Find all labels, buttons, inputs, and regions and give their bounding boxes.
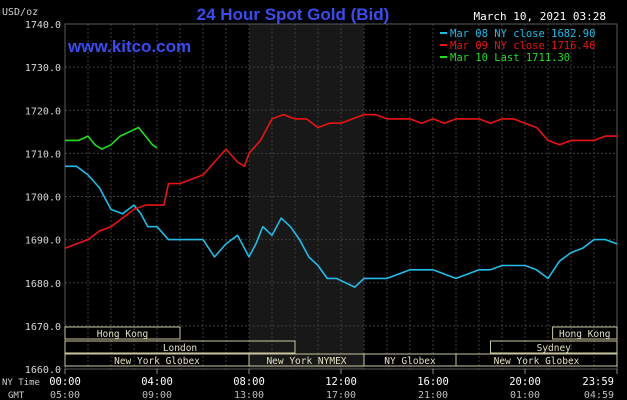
x-tick-ny: 12:00: [325, 376, 357, 388]
legend-item-mar09: Mar 09 NY close 1716.40: [450, 40, 595, 52]
time-axis: NY Time GMT: [2, 378, 40, 400]
series-layer: [64, 113, 618, 288]
legend: Mar 08 NY close 1682.90 Mar 09 NY close …: [440, 28, 595, 64]
x-tick-gmt: 01:00: [510, 390, 540, 400]
market-box: [64, 326, 181, 340]
market-box: [490, 340, 618, 354]
x-tick-gmt: 04:59: [584, 390, 614, 400]
x-tick-ny: 23:59: [582, 376, 614, 388]
x-tick-ny: 00:00: [49, 376, 81, 388]
market-sessions: Hong Kong Hong Kong London Sydney New York G…: [64, 326, 618, 367]
market-box: [455, 353, 618, 367]
y-tick-label: 1680.0: [25, 279, 61, 290]
x-tick-ny: 04:00: [141, 376, 173, 388]
ny-time-label: NY Time: [2, 378, 40, 388]
market-box: [552, 326, 618, 340]
market-label: New York Globex: [114, 356, 200, 367]
y-tick-label: 1660.0: [25, 365, 61, 376]
market-label: New York NYMEX: [266, 356, 346, 367]
market-label: NY Globex: [384, 356, 436, 367]
market-label: Hong Kong: [559, 329, 610, 340]
gmt-label: GMT: [8, 391, 25, 400]
y-tick-label: 1730.0: [25, 63, 61, 74]
x-tick-gmt: 09:00: [142, 390, 172, 400]
x-tick-ny: 16:00: [417, 376, 449, 388]
x-tick-gmt: 21:00: [418, 390, 448, 400]
market-label: London: [163, 343, 197, 354]
legend-item-mar10: Mar 10 Last 1711.30: [450, 52, 570, 64]
market-label: New York Globex: [494, 356, 580, 367]
y-tick-label: 1690.0: [25, 236, 61, 247]
timestamp: March 10, 2021 03:28: [474, 10, 606, 23]
y-tick-label: 1720.0: [25, 106, 61, 117]
x-tick-ny: 08:00: [233, 376, 265, 388]
y-tick-label: 1700.0: [25, 193, 61, 204]
watermark: www.kitco.com: [67, 37, 191, 56]
market-label: Sydney: [537, 343, 572, 354]
y-tick-label: 1710.0: [25, 149, 61, 160]
series-line-1: [64, 113, 617, 250]
x-tick-gmt: 13:00: [234, 390, 264, 400]
unit-label: USD/oz: [2, 7, 38, 18]
y-tick-label: 1740.0: [25, 20, 61, 31]
x-tick-gmt: 17:00: [326, 390, 356, 400]
legend-item-mar08: Mar 08 NY close 1682.90: [450, 28, 595, 40]
axis-layer: 1740.0 1730.0 1720.0 1710.0 1700.0 1690.0 1680…: [25, 20, 618, 400]
y-tick-label: 1670.0: [25, 322, 61, 333]
plot-area: [64, 23, 618, 370]
series-line-0: [65, 165, 618, 288]
x-tick-gmt: 05:00: [50, 390, 80, 400]
market-box: [64, 340, 296, 354]
series-line-2: [65, 126, 158, 150]
x-tick-ny: 20:00: [509, 376, 541, 388]
market-label: Hong Kong: [97, 329, 148, 340]
chart-title: 24 Hour Spot Gold (Bid): [197, 5, 390, 24]
